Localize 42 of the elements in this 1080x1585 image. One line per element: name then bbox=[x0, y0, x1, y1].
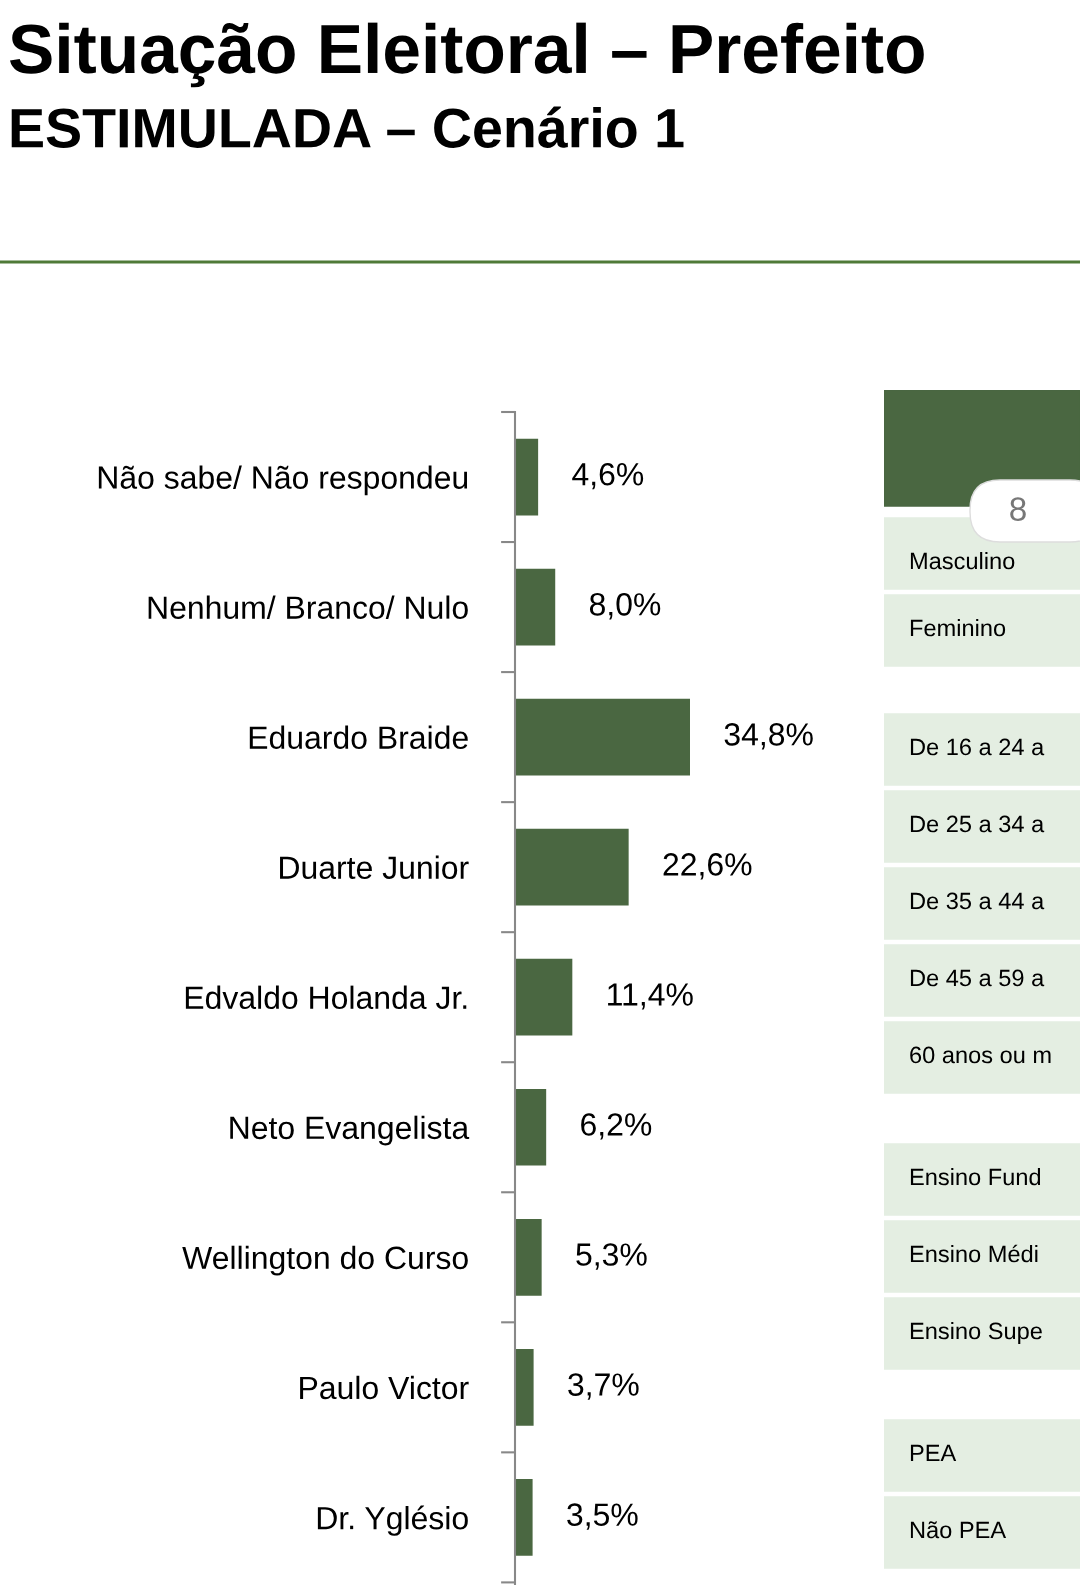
y-tick-label: Wellington do Curso bbox=[182, 1245, 468, 1276]
text: De 25 a 34 a bbox=[910, 815, 1045, 833]
bar bbox=[515, 828, 629, 906]
bar bbox=[515, 438, 539, 516]
bar bbox=[515, 698, 690, 776]
y-tick-label: Edvaldo Holanda Jr. bbox=[185, 985, 467, 1010]
data-label: 5,3% bbox=[576, 1243, 647, 1270]
chart-title: Situação Eleitoral – Prefeito bbox=[10, 22, 924, 88]
text: PEA bbox=[910, 1444, 957, 1462]
data-label: 8,0% bbox=[589, 593, 661, 620]
text: De 16 a 24 a bbox=[910, 738, 1045, 756]
data-label: 22,6% bbox=[663, 853, 752, 880]
data-label: 4,6% bbox=[572, 462, 644, 490]
data-label: 6,2% bbox=[581, 1113, 652, 1140]
y-tick-label: Neto Evangelista bbox=[230, 1115, 470, 1146]
y-tick-label: Dr. Yglésio bbox=[317, 1505, 468, 1536]
y-tick-label: Paulo Victor bbox=[300, 1375, 469, 1400]
bar bbox=[515, 1218, 542, 1296]
bar bbox=[515, 1088, 547, 1166]
text: Ensino Supe bbox=[910, 1321, 1042, 1345]
data-label: 11,4% bbox=[608, 983, 693, 1010]
y-tick-label: Não sabe/ Não respondeu bbox=[98, 465, 468, 496]
bar bbox=[515, 568, 556, 646]
bar bbox=[515, 1348, 534, 1426]
text: Não PEA bbox=[910, 1521, 1007, 1539]
text: Masculino bbox=[910, 552, 1015, 570]
chart-subtitle: ESTIMULADA – Cenário 1 bbox=[11, 106, 684, 148]
y-tick-label: Nenhum/ Branco/ Nulo bbox=[148, 595, 468, 619]
text: Feminino bbox=[910, 618, 1006, 637]
bar bbox=[515, 958, 573, 1036]
text: De 35 a 44 a bbox=[910, 892, 1045, 910]
text: 60 anos ou m bbox=[910, 1046, 1051, 1064]
bar bbox=[515, 1479, 533, 1556]
data-label: 3,7% bbox=[568, 1373, 639, 1400]
text: Ensino Médi bbox=[910, 1244, 1038, 1263]
y-tick-label: Duarte Junior bbox=[280, 855, 469, 880]
text: 8 bbox=[1010, 497, 1026, 521]
text: Ensino Fund bbox=[910, 1168, 1041, 1186]
data-label: 3,5% bbox=[567, 1503, 638, 1530]
data-label: 34,8% bbox=[724, 723, 813, 750]
text: De 45 a 59 a bbox=[910, 969, 1045, 987]
y-tick-label: Eduardo Braide bbox=[249, 725, 468, 749]
